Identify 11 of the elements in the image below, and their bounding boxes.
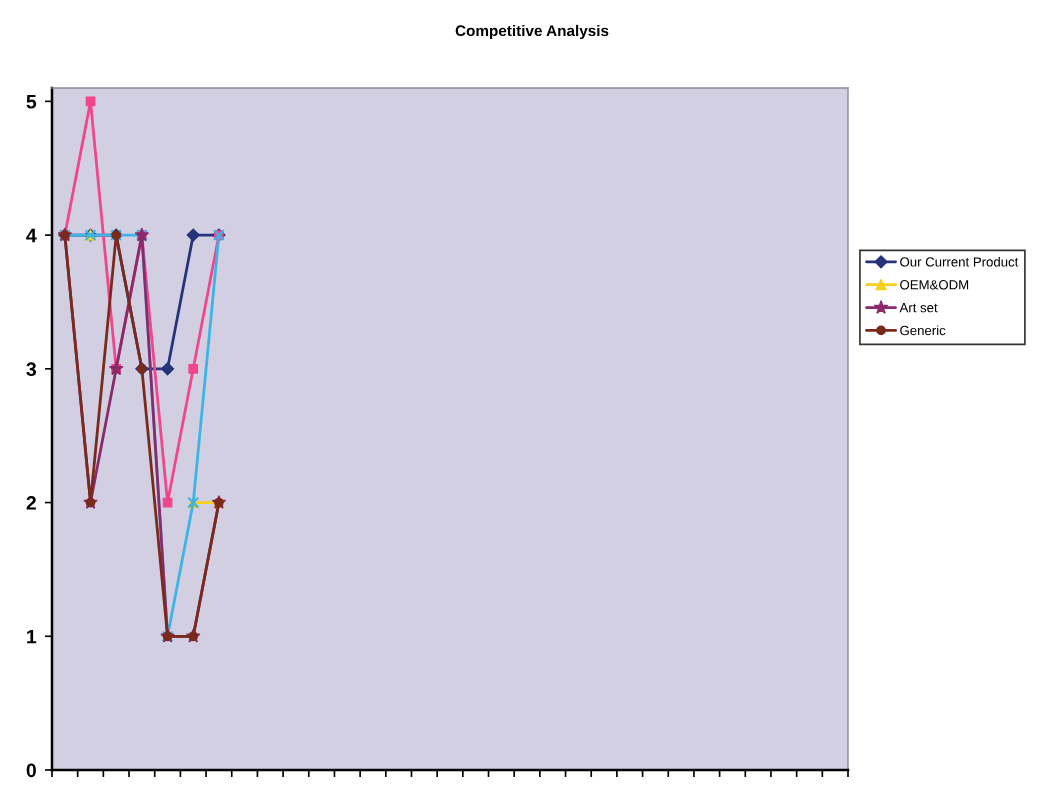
legend-label: Generic <box>900 325 946 336</box>
y-tick-label: 3 <box>26 362 37 377</box>
legend-label: Art set <box>899 303 938 313</box>
chart-title: Competitive Analysis <box>455 24 609 40</box>
legend-label: Our Current Product <box>900 256 1019 267</box>
y-tick-label: 2 <box>26 496 36 510</box>
y-tick-label: 1 <box>27 629 37 644</box>
y-tick-label: 4 <box>26 228 37 243</box>
y-tick-label: 5 <box>26 95 37 109</box>
legend-label: OEM&ODM <box>900 280 969 290</box>
y-tick-label: 0 <box>26 763 36 778</box>
